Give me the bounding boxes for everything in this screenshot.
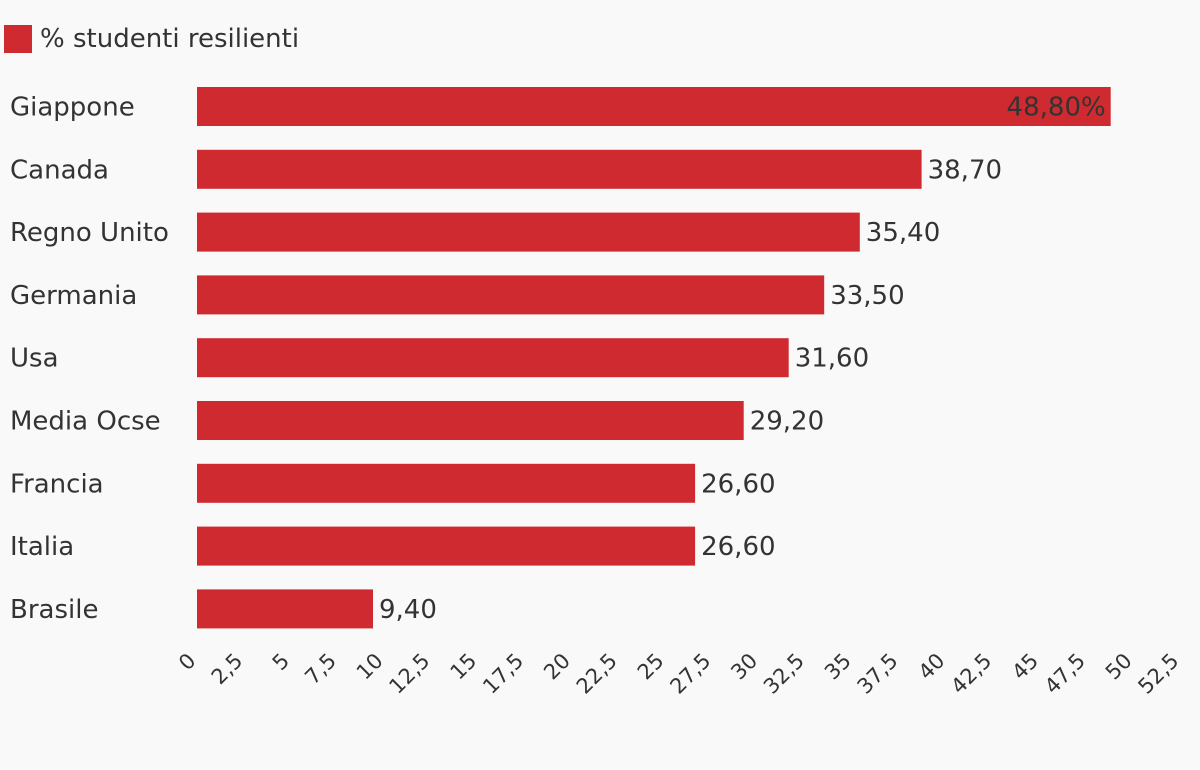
x-tick-label: 45 <box>1007 649 1043 685</box>
x-tick-label: 12,5 <box>384 649 434 699</box>
x-tick-label: 17,5 <box>478 649 528 699</box>
category-label: Canada <box>10 155 109 185</box>
bar <box>197 526 696 566</box>
category-label: Usa <box>10 344 59 374</box>
category-label: Francia <box>10 469 104 499</box>
category-label: Giappone <box>10 93 135 123</box>
x-tick-label: 15 <box>446 649 482 685</box>
x-tick-label: 30 <box>726 649 762 685</box>
x-tick-label: 25 <box>633 649 669 685</box>
value-label: 29,20 <box>750 407 824 437</box>
category-label: Germania <box>10 281 137 311</box>
bar <box>197 589 373 629</box>
value-label: 26,60 <box>701 469 775 499</box>
x-tick-label: 10 <box>352 649 388 685</box>
x-tick-label: 37,5 <box>853 649 903 699</box>
x-tick-label: 35 <box>820 649 856 685</box>
value-label: 9,40 <box>379 595 437 625</box>
x-tick-label: 27,5 <box>665 649 715 699</box>
value-label: 35,40 <box>866 218 940 248</box>
x-tick-label: 42,5 <box>946 649 996 699</box>
x-tick-label: 2,5 <box>207 649 248 690</box>
x-tick-label: 50 <box>1101 649 1137 685</box>
category-label: Italia <box>10 532 74 562</box>
bar <box>197 275 825 315</box>
legend-swatch <box>4 25 32 53</box>
category-label: Media Ocse <box>10 407 161 437</box>
value-label: 33,50 <box>830 281 904 311</box>
value-label: 26,60 <box>701 532 775 562</box>
category-label: Regno Unito <box>10 218 169 248</box>
bar <box>197 87 1111 126</box>
value-label: 48,80% <box>1007 93 1106 123</box>
x-tick-label: 32,5 <box>759 649 809 699</box>
value-label: 38,70 <box>928 155 1002 185</box>
x-tick-label: 7,5 <box>300 649 341 690</box>
x-tick-label: 20 <box>539 649 575 685</box>
bar <box>197 463 696 503</box>
bar <box>197 401 744 440</box>
bar <box>197 212 860 252</box>
value-label: 31,60 <box>795 344 869 374</box>
x-tick-label: 52,5 <box>1133 649 1183 699</box>
bar <box>197 149 922 189</box>
x-tick-label: 47,5 <box>1040 649 1090 699</box>
bar <box>197 338 789 378</box>
x-tick-label: 22,5 <box>572 649 622 699</box>
category-label: Brasile <box>10 595 98 625</box>
legend: % studenti resilienti <box>4 24 299 54</box>
legend-label: % studenti resilienti <box>40 24 300 54</box>
x-tick-label: 40 <box>914 649 950 685</box>
x-tick-label: 5 <box>268 649 294 675</box>
x-tick-label: 0 <box>174 649 200 675</box>
